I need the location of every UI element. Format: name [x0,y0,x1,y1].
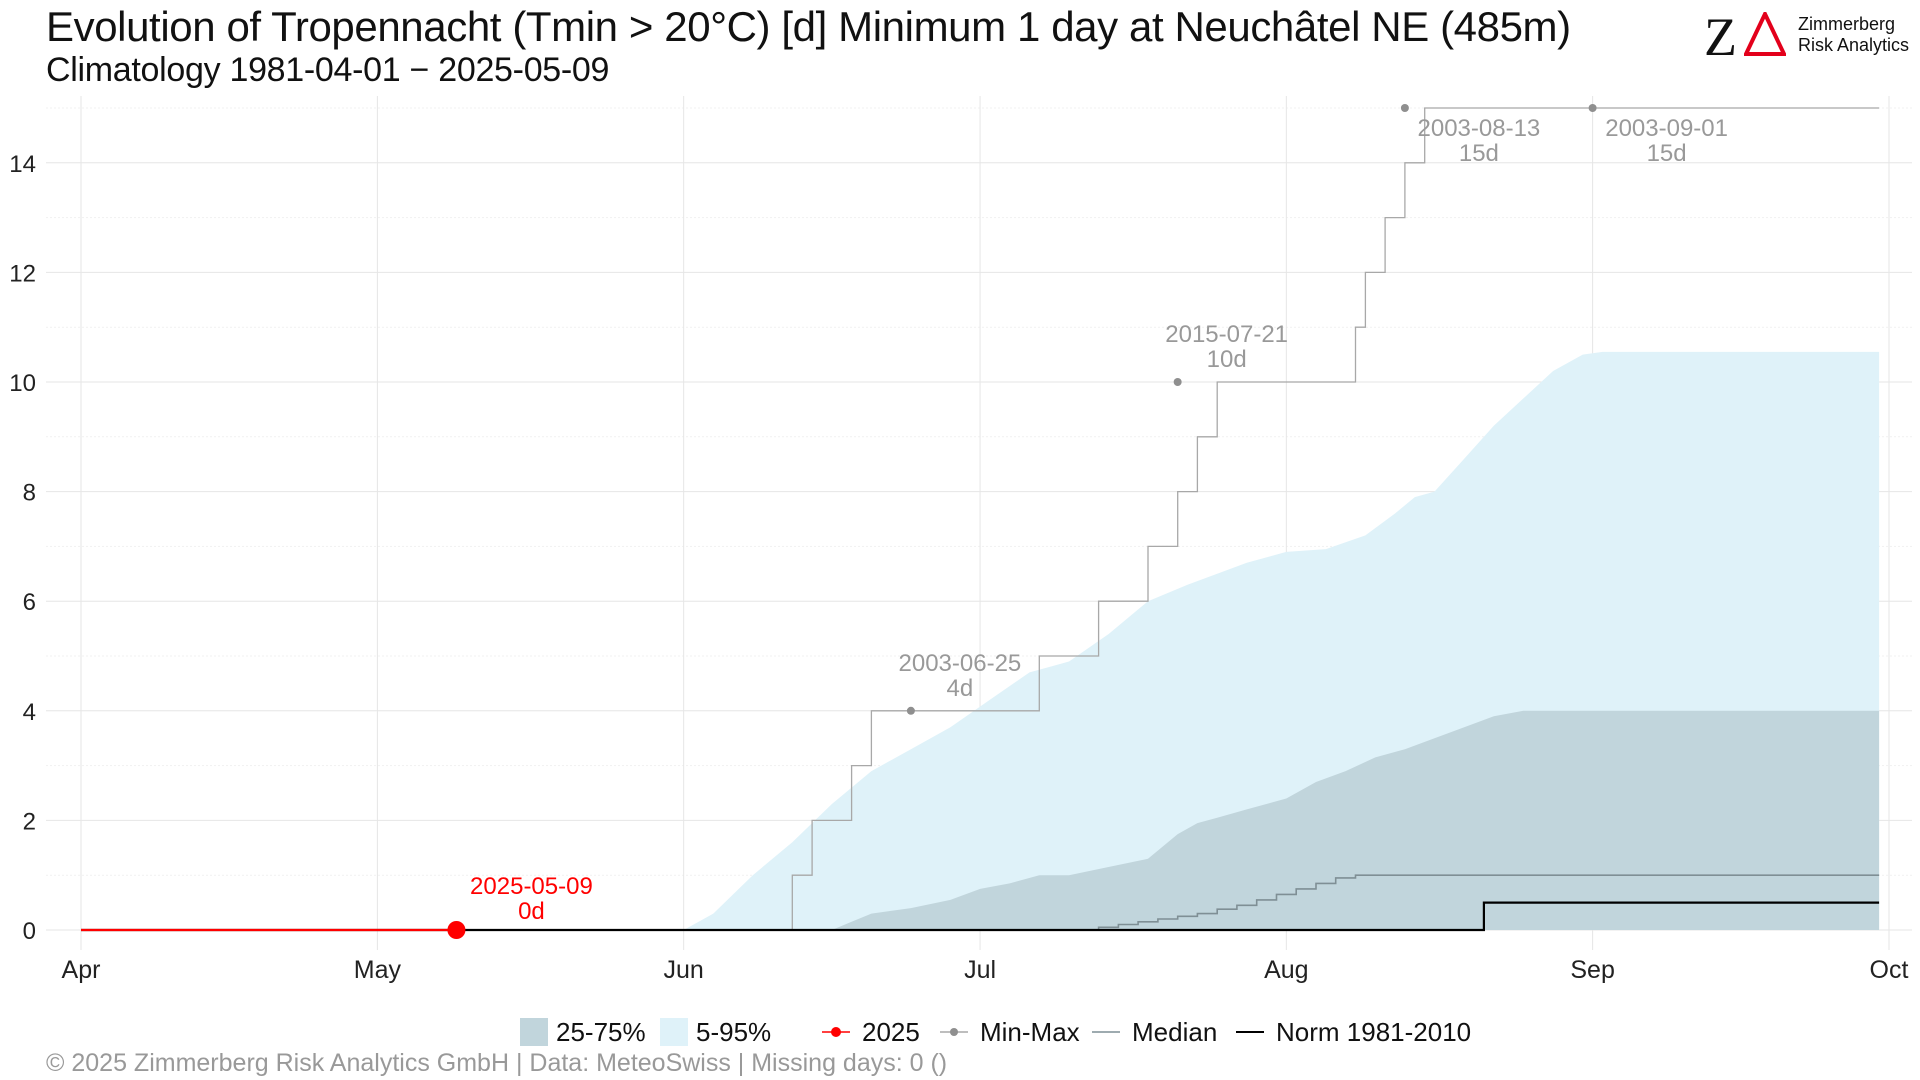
logo-z-letter: Z [1704,7,1737,67]
chart-legend: 25-75% 5-95% 2025 Min-Max Median Norm 1981-20… [0,1012,1920,1052]
minmax-point [1588,104,1597,112]
legend-item: Norm 1981-2010 [1232,1012,1471,1052]
y-tick-label: 4 [23,699,36,726]
legend-item: Median [1088,1012,1217,1052]
x-tick-label: Aug [1264,956,1308,984]
annotation-days: 10d [1207,346,1247,373]
minmax-point [1173,378,1182,386]
annotation-days: 15d [1647,140,1687,167]
y-tick-label: 0 [23,918,36,945]
legend-key [660,1018,688,1046]
legend-item: 5-95% [660,1012,771,1052]
logo-line-2: Risk Analytics [1798,35,1910,55]
minmax-line [772,107,1880,931]
annotation-date: 2003-06-25 [899,650,1022,677]
annotation-days: 15d [1459,140,1499,167]
legend-label: Median [1132,1016,1218,1047]
annotation-days: 4d [947,675,974,702]
annotation-date: 2003-09-01 [1605,115,1728,142]
minmax-point [1400,104,1409,112]
minmax-point [906,706,915,715]
y-tick-label: 14 [9,151,36,178]
legend-item: 25-75% [520,1012,646,1052]
legend-key [1236,1031,1264,1033]
y-tick-label: 6 [23,589,36,616]
legend-label: Norm 1981-2010 [1276,1016,1472,1047]
chart-subtitle: Climatology 1981-04-01 − 2025-05-09 [46,51,610,89]
logo-text: Zimmerberg Risk Analytics [1798,14,1909,56]
x-tick-label: Jul [964,956,996,984]
x-tick-label: Jun [664,956,704,984]
chart-caption: © 2025 Zimmerberg Risk Analytics GmbH | … [46,1049,948,1077]
legend-label: 5-95% [696,1016,772,1047]
y-tick-label: 10 [9,370,36,397]
annotation-date: 2003-08-13 [1418,115,1541,142]
x-tick-label: Oct [1870,956,1909,984]
y-tick-label: 8 [23,480,36,507]
legend-key [1092,1031,1120,1033]
company-logo: Z Zimmerberg Risk Analytics [1704,10,1909,64]
chart-title: Evolution of Tropennacht (Tmin > 20°C) [… [46,3,1571,50]
x-tick-label: May [354,956,402,984]
annotation-date: 2025-05-09 [470,873,593,900]
current-point [447,921,466,939]
annotation-date: 2015-07-21 [1165,321,1288,348]
logo-line-1: Zimmerberg [1798,14,1896,34]
logo-delta-icon [1744,12,1786,56]
legend-key [822,1027,850,1037]
annotation-days: 0d [518,898,545,925]
chart-area: 2003-06-254d2015-07-2110d2003-08-1315d20… [9,96,1912,984]
legend-item: 2025 [818,1012,920,1052]
legend-key [940,1028,968,1036]
legend-key [520,1018,548,1046]
x-tick-label: Apr [62,956,101,984]
legend-label: Min-Max [980,1016,1080,1047]
y-tick-label: 2 [23,808,36,835]
x-tick-label: Sep [1570,956,1614,984]
y-tick-label: 12 [9,260,36,287]
legend-label: 25-75% [556,1016,646,1047]
legend-label: 2025 [862,1016,920,1047]
median-line [81,874,1880,931]
legend-item: Min-Max [936,1012,1080,1052]
